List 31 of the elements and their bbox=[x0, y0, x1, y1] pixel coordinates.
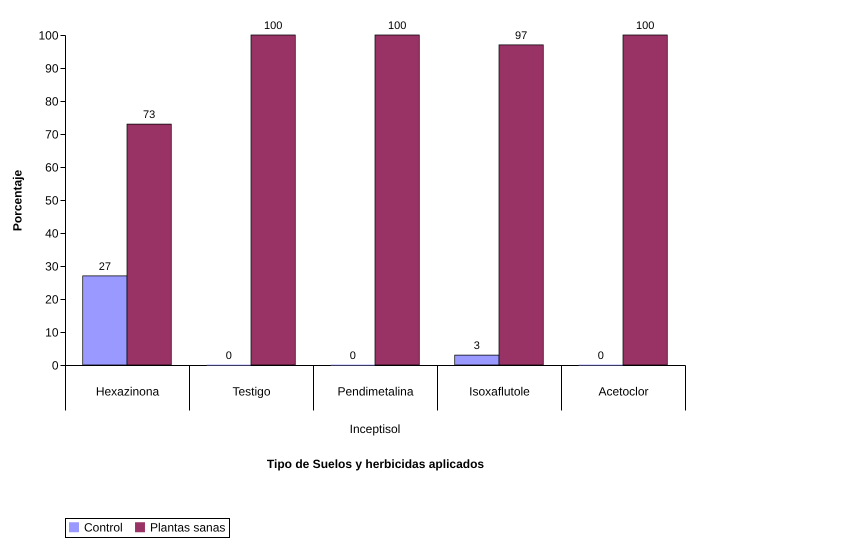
data-label: 0 bbox=[598, 350, 604, 362]
y-axis-title: Porcentaje bbox=[10, 169, 24, 232]
x-tick-label: Acetoclor bbox=[598, 384, 649, 398]
data-label: 3 bbox=[474, 340, 480, 352]
data-label: 100 bbox=[636, 20, 654, 32]
y-tick-label: 90 bbox=[45, 62, 59, 76]
y-tick-label: 20 bbox=[45, 292, 59, 306]
y-tick-label: 80 bbox=[45, 94, 59, 108]
text: Inceptisol bbox=[350, 422, 400, 436]
y-tick-label: 30 bbox=[45, 260, 59, 274]
x-tick-label: Isoxaflutole bbox=[469, 384, 530, 398]
y-tick-label: 70 bbox=[45, 128, 59, 142]
x-tick-label: Testigo bbox=[232, 384, 271, 398]
data-label: 100 bbox=[388, 20, 406, 32]
x-tick-label: Pendimetalina bbox=[337, 384, 414, 398]
data-label: 0 bbox=[226, 350, 232, 362]
data-label: 27 bbox=[98, 260, 111, 273]
y-tick-label: 0 bbox=[52, 358, 59, 372]
y-tick-label: 100 bbox=[38, 28, 59, 42]
y-tick-label: 60 bbox=[45, 160, 59, 174]
legend-label: Plantas sanas bbox=[150, 520, 226, 534]
y-tick-label: 10 bbox=[45, 326, 59, 340]
data-label: 97 bbox=[515, 30, 528, 42]
y-tick-label: 40 bbox=[45, 226, 59, 240]
legend-label: Control bbox=[84, 520, 123, 534]
data-label: 73 bbox=[143, 109, 156, 122]
x-axis-title: Tipo de Suelos y herbicidas aplicados bbox=[266, 457, 484, 471]
data-label: 100 bbox=[264, 20, 282, 32]
y-tick-label: 50 bbox=[45, 194, 59, 208]
x-tick-label: Hexazinona bbox=[96, 384, 160, 398]
data-label: 0 bbox=[350, 350, 356, 362]
